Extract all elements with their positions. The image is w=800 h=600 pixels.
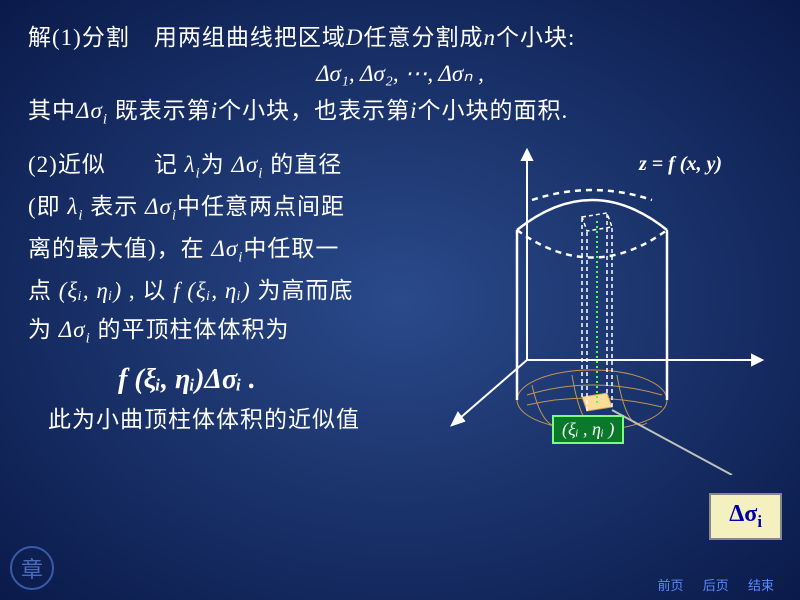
as1: 的直径 (263, 152, 342, 177)
conclusion: 此为小曲顶柱体体积的近似值 (48, 400, 432, 439)
xieta: (ξᵢ, ηᵢ) (59, 278, 122, 303)
p2b: 中任取一 (243, 236, 339, 261)
l2-mid: 既表示第 (108, 98, 211, 123)
vlb: 的平顶柱体体积为 (91, 317, 290, 342)
l2-mid2: 个小块，也表示第 (218, 98, 410, 123)
approx-line: (2)近似 记 λi为 Δσi 的直径 (28, 145, 432, 187)
sigma-list: Δσ₁, Δσ₂, ⋯, Δσₙ , (28, 61, 772, 87)
pc: 中任意两点间距 (177, 194, 345, 219)
pa: (即 (28, 194, 67, 219)
db-sub: i (757, 512, 762, 531)
l2-suffix: 个小块的面积. (418, 98, 569, 123)
am1: 为 (201, 152, 232, 177)
t1-prefix: 解(1)分割 用两组曲线把区域 (28, 25, 346, 50)
pla: 点 (28, 278, 59, 303)
pb: 表示 (84, 194, 146, 219)
point-box: (ξᵢ , ηᵢ ) (552, 415, 624, 444)
ds2: Δσi (231, 152, 263, 177)
chapter-seal: 章 (10, 546, 54, 590)
left-column: (2)近似 记 λi为 Δσi 的直径 (即 λi 表示 Δσi中任意两点间距 … (28, 145, 432, 480)
db-main: Δσ (729, 501, 757, 527)
main-formula: f (ξᵢ, ηᵢ)Δσᵢ . (118, 364, 432, 396)
surface-label: z = f (x, y) (639, 153, 722, 176)
ds5: Δσi (59, 317, 91, 342)
nav-next[interactable]: 后页 (703, 578, 729, 593)
fxieta: f (ξᵢ, ηᵢ) (173, 278, 251, 303)
t1-mid: 任意分割成 (363, 25, 483, 50)
nav-bar: 前页 后页 结束 (649, 575, 782, 594)
slide-content: 解(1)分割 用两组曲线把区域D任意分割成n个小块: Δσ₁, Δσ₂, ⋯, … (0, 0, 800, 490)
delta-sigma-box: Δσi (709, 493, 782, 540)
vol-line: 为 Δσi 的平顶柱体体积为 (28, 310, 432, 352)
dsigma: Δσi (76, 98, 108, 123)
ds4: Δσi (211, 236, 243, 261)
paren-line1: (即 λi 表示 Δσi中任意两点间距 (28, 187, 432, 229)
line2: 其中Δσi 既表示第i个小块，也表示第i个小块的面积. (28, 91, 772, 133)
i2: i (410, 98, 417, 123)
t1-suffix: 个小块: (496, 25, 575, 50)
var-n: n (483, 25, 496, 50)
vla: 为 (28, 317, 59, 342)
nav-prev[interactable]: 前页 (657, 578, 683, 593)
lambda2: λi (67, 194, 83, 219)
right-column: z = f (x, y) (432, 145, 772, 480)
paren-line2: 离的最大值)，在 Δσi中任取一 (28, 229, 432, 271)
nav-end[interactable]: 结束 (748, 578, 774, 593)
point-line: 点 (ξᵢ, ηᵢ) , 以 f (ξᵢ, ηᵢ) 为高而底 (28, 271, 432, 310)
l2-prefix: 其中 (28, 98, 76, 123)
plb: , 以 (122, 278, 173, 303)
lambda: λi (185, 152, 201, 177)
plc: 为高而底 (251, 278, 354, 303)
approx-label: (2)近似 记 (28, 152, 185, 177)
ds3: Δσi (145, 194, 177, 219)
title-line-1: 解(1)分割 用两组曲线把区域D任意分割成n个小块: (28, 18, 772, 57)
p2a: 离的最大值)，在 (28, 236, 211, 261)
var-D: D (346, 25, 364, 50)
